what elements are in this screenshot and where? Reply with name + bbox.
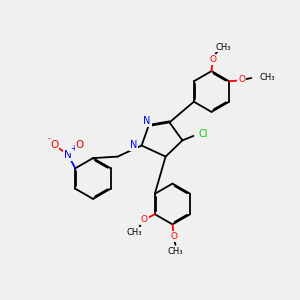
Text: O: O xyxy=(76,140,84,150)
Text: N: N xyxy=(64,150,72,160)
Text: O: O xyxy=(238,75,245,84)
Text: O: O xyxy=(209,55,217,64)
Text: CH₃: CH₃ xyxy=(260,73,275,82)
Text: CH₃: CH₃ xyxy=(127,228,142,237)
Text: O: O xyxy=(170,232,178,241)
Text: N: N xyxy=(143,116,151,127)
Text: -: - xyxy=(48,134,50,143)
Text: O: O xyxy=(50,140,58,150)
Text: +: + xyxy=(70,144,76,153)
Text: CH₃: CH₃ xyxy=(168,247,183,256)
Text: CH₃: CH₃ xyxy=(215,43,231,52)
Text: O: O xyxy=(141,215,148,224)
Text: N: N xyxy=(130,140,137,151)
Text: Cl: Cl xyxy=(199,129,208,139)
